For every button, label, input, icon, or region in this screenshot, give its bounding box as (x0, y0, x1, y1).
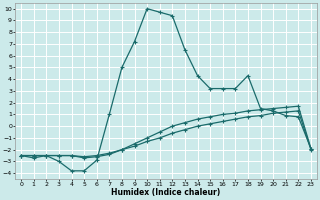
X-axis label: Humidex (Indice chaleur): Humidex (Indice chaleur) (111, 188, 220, 197)
